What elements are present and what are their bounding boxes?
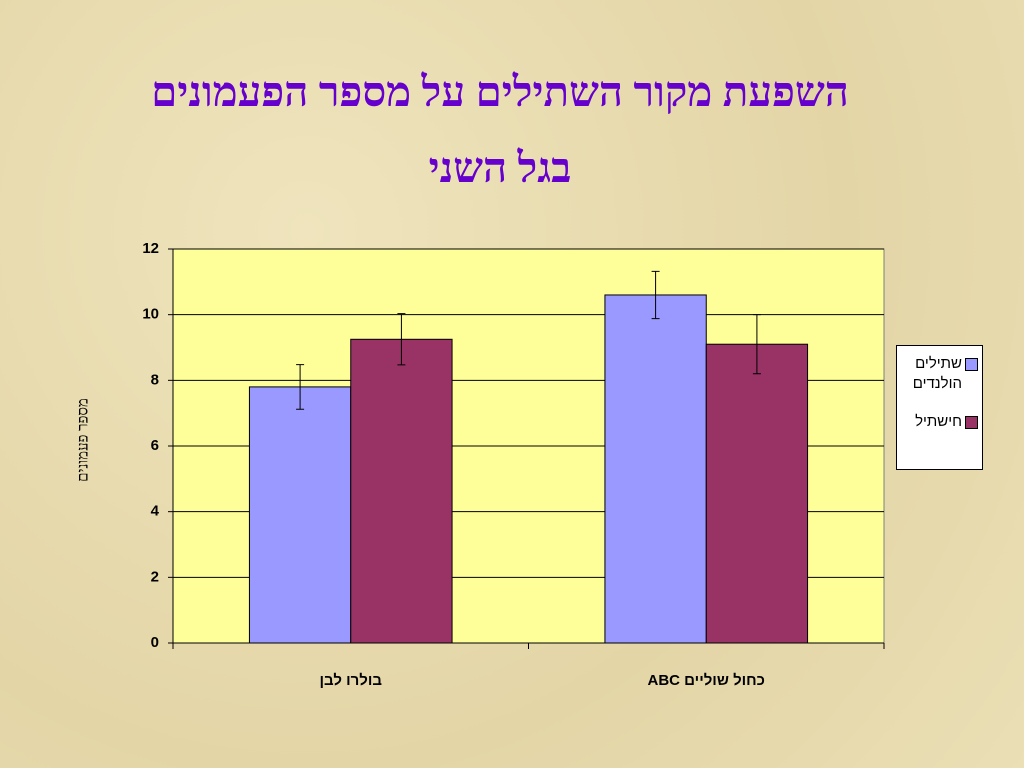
bar [604,294,707,644]
legend-label: שתילים הולנדים [912,355,962,392]
legend: שתילים הולנדים חישתיל [896,345,983,470]
bar [248,386,352,644]
legend-swatch [965,416,978,429]
y-axis-label: מספר פעמונים [75,398,91,482]
legend-label: חישתיל [915,413,962,430]
bar [705,343,809,644]
legend-entry: שתילים הולנדים [899,354,978,394]
error-bar [752,314,761,375]
error-bar [651,270,660,320]
y-tick-label: 6 [151,437,159,454]
x-tick-label: כחול שוליים ABC [648,672,765,689]
y-tick-label: 10 [142,306,159,323]
y-tick-label: 2 [151,568,159,585]
error-bar [296,364,305,410]
y-tick-label: 0 [151,634,159,651]
bar [350,338,453,644]
legend-entry: חישתיל [899,412,978,432]
y-tick-label: 4 [151,503,160,520]
x-tick-label: בולרו לבן [320,672,383,689]
y-tick-label: 8 [151,371,159,388]
y-tick-label: 12 [142,240,159,257]
chart-title: השפעת מקור השתילים על מספר הפעמונים בגל … [151,70,849,192]
error-bar [397,313,406,366]
legend-swatch [965,358,978,371]
